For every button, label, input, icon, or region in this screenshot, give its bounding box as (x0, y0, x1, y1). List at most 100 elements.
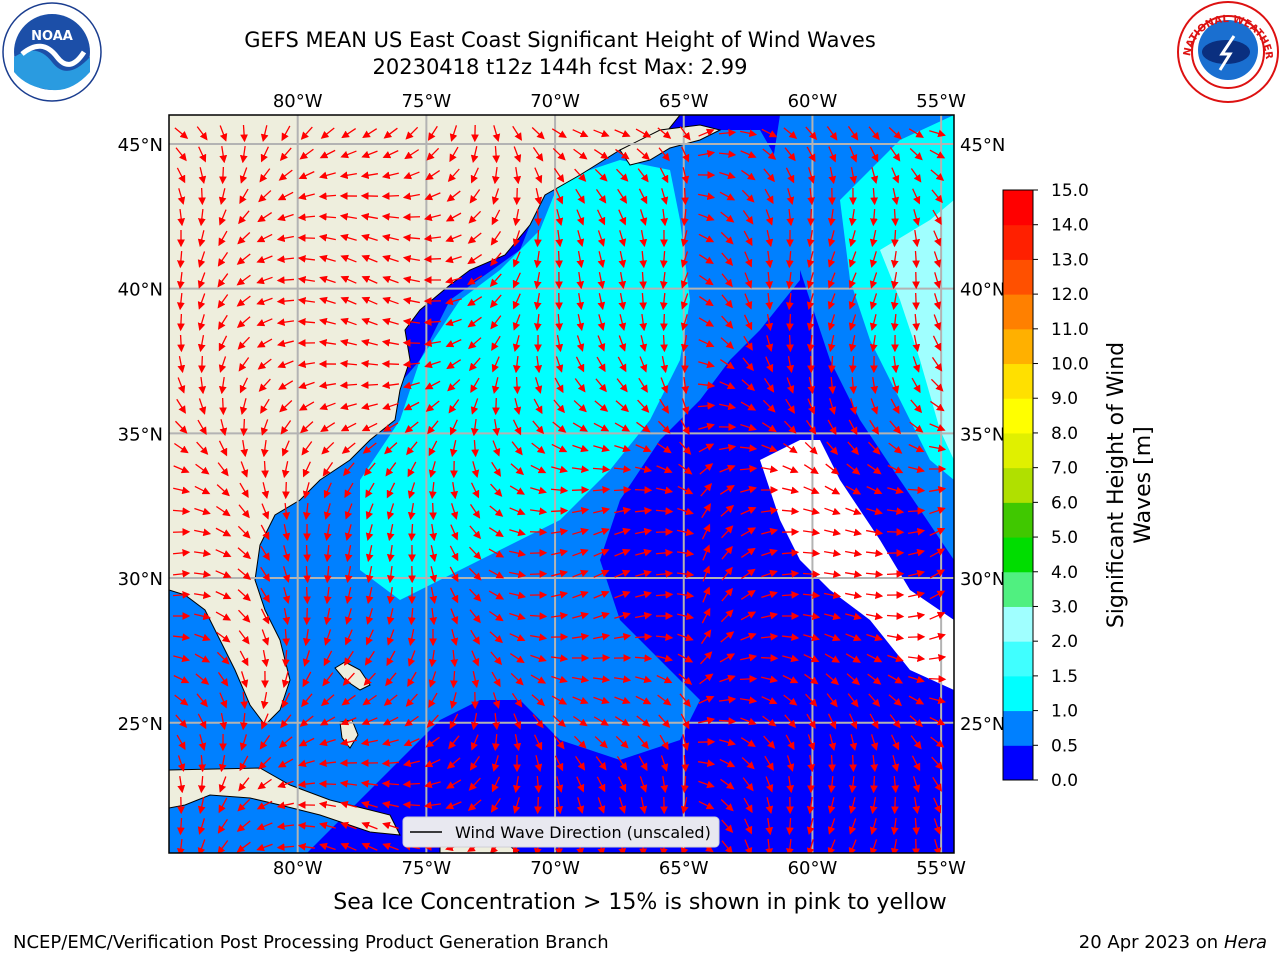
wave-arrow (282, 608, 291, 626)
wave-arrow (760, 654, 779, 662)
wave-arrow (592, 654, 611, 662)
wave-arrow (910, 168, 922, 183)
wave-arrow (807, 187, 816, 206)
wave-arrow (803, 633, 820, 642)
wave-arrow (381, 212, 400, 221)
wave-arrow (783, 694, 798, 706)
wave-arrow (699, 463, 714, 475)
no-data-region (760, 440, 954, 690)
wave-arrow (761, 128, 778, 138)
wave-arrow (198, 146, 207, 163)
colorbar-tick-label: 6.0 (1051, 493, 1078, 513)
wave-arrow (719, 443, 737, 452)
wave-arrow (803, 464, 819, 475)
wave-arrow (677, 633, 694, 642)
wave-arrow (845, 549, 863, 558)
wave-arrow (276, 276, 295, 284)
wave-arrow (239, 145, 248, 164)
wave-arrow (236, 316, 251, 329)
wave-arrow (303, 565, 311, 584)
wave-arrow (845, 591, 863, 600)
wave-arrow (321, 441, 335, 455)
wave-arrow (908, 527, 926, 536)
wave-arrow (175, 147, 187, 162)
colorbar-segment (1003, 641, 1033, 677)
wave-arrow (657, 127, 672, 139)
wave-region-1.0m (360, 160, 690, 600)
wave-arrow (260, 439, 269, 458)
wave-arrow (849, 167, 858, 185)
wave-arrow (889, 147, 901, 162)
wave-arrow (470, 146, 479, 164)
wave-arrow (700, 651, 713, 665)
wave-arrow (552, 715, 566, 728)
wave-arrow (492, 397, 500, 416)
wave-arrow (320, 127, 335, 139)
wave-arrow (574, 378, 586, 393)
wave-arrow (782, 486, 800, 495)
wave-arrow (572, 569, 589, 578)
wave-arrow (638, 188, 648, 205)
wave-arrow (848, 208, 857, 227)
wave-arrow (237, 336, 250, 350)
wave-arrow (803, 612, 821, 621)
wave-arrow (572, 675, 590, 684)
wave-arrow (469, 546, 482, 560)
wave-arrow (865, 570, 884, 579)
wave-arrow (303, 607, 311, 626)
wave-arrow (786, 356, 795, 374)
colorbar-segment (1003, 710, 1033, 746)
wave-arrow (318, 212, 337, 221)
wave-arrow (276, 255, 295, 264)
wave-arrow (344, 650, 354, 666)
wave-arrow (930, 378, 944, 392)
wave-arrow (512, 419, 522, 436)
wave-arrow (361, 233, 378, 242)
colorbar-segment (1003, 571, 1033, 607)
wave-arrow (803, 507, 821, 516)
wave-arrow (365, 503, 374, 520)
wave-arrow (196, 693, 208, 708)
wave-arrow (531, 694, 546, 707)
wave-arrow (323, 629, 332, 646)
wave-arrow (907, 486, 926, 495)
wave-arrow (849, 146, 858, 163)
wave-arrow (929, 444, 947, 453)
wave-arrow (381, 192, 400, 200)
wave-arrow (386, 608, 395, 626)
wave-arrow (867, 441, 881, 455)
wave-arrow (636, 148, 650, 161)
wave-arrow (912, 209, 921, 226)
wave-arrow (344, 566, 353, 584)
wave-arrow (618, 230, 627, 247)
wave-arrow (660, 377, 669, 394)
wave-arrow (468, 337, 482, 350)
wave-arrow (740, 401, 757, 411)
colorbar-segment (1003, 675, 1033, 712)
wave-arrow (429, 566, 438, 584)
wave-arrow (576, 251, 585, 269)
wave-arrow (196, 126, 208, 141)
wave-arrow (489, 294, 502, 309)
wave-arrow (238, 210, 250, 225)
wave-arrow (827, 293, 836, 310)
wave-arrow (636, 715, 651, 727)
wave-arrow (281, 649, 290, 668)
wave-arrow (530, 633, 548, 642)
wave-arrow (891, 355, 900, 374)
wave-arrow (849, 376, 858, 395)
wave-arrow (236, 253, 251, 265)
wave-arrow (513, 398, 522, 416)
wave-arrow (826, 441, 839, 456)
wave-arrow (616, 168, 629, 182)
wave-arrow (930, 169, 945, 181)
wave-arrow (445, 255, 462, 264)
wave-arrow (698, 716, 716, 725)
wave-arrow (614, 569, 631, 578)
wave-arrow (402, 233, 421, 242)
wave-arrow (866, 486, 883, 495)
wave-arrow (681, 167, 690, 185)
wave-arrow (281, 125, 291, 142)
wave-arrow (698, 339, 715, 348)
wave-arrow (721, 315, 734, 329)
